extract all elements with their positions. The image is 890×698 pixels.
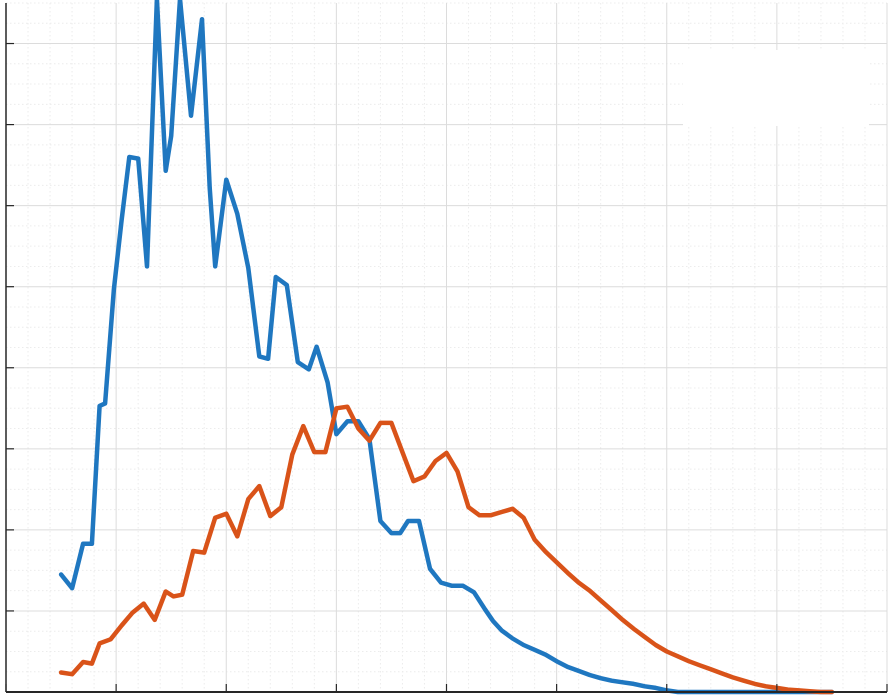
axes [5, 3, 888, 693]
legend-box [683, 50, 869, 126]
series-line-2 [58, 404, 835, 695]
